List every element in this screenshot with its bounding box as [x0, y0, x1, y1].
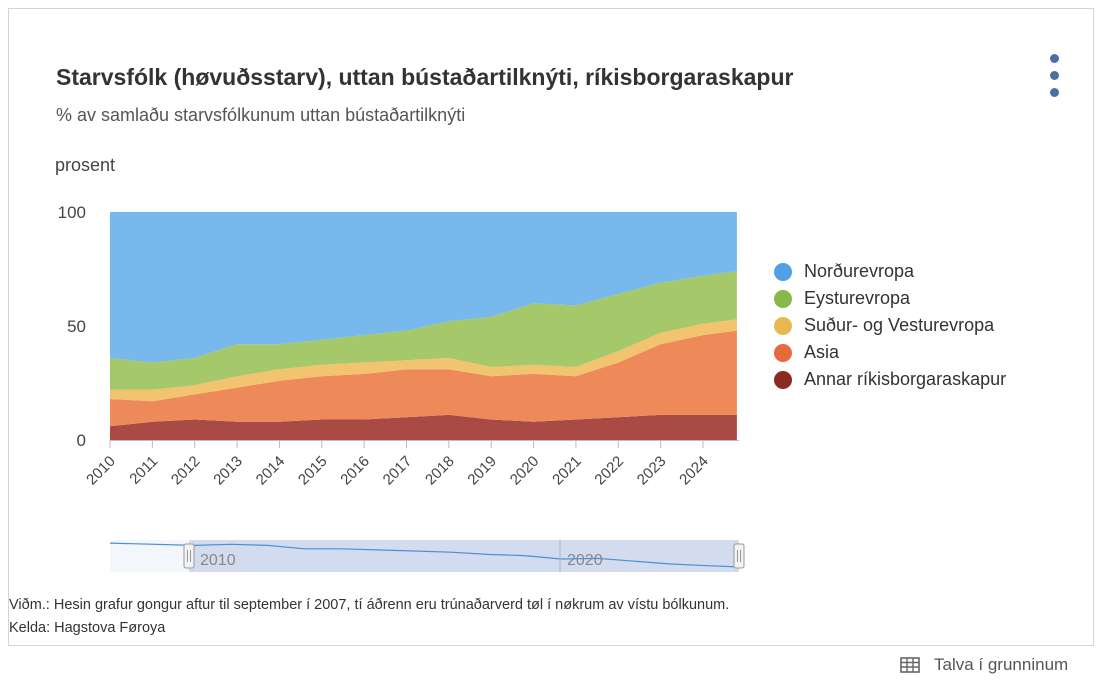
legend-label: Eysturevropa: [804, 288, 911, 308]
navigator-label-2010: 2010: [200, 552, 236, 569]
legend-label: Annar ríkisborgaraskapur: [804, 369, 1007, 389]
legend-marker: [774, 316, 792, 335]
x-tick-label: 2019: [464, 453, 500, 489]
x-tick-label: 2024: [676, 453, 712, 489]
y-tick-label: 0: [77, 431, 86, 450]
x-tick-label: 2023: [634, 453, 670, 489]
table-link-label: Talva í grunninum: [934, 655, 1069, 674]
x-tick-label: 2011: [126, 453, 161, 488]
area-series-annar-rikisborgaraskapur[interactable]: [110, 414, 737, 440]
more-vertical-icon[interactable]: [1044, 52, 1066, 102]
legend-label: Norðurevropa: [804, 261, 915, 281]
navigator-left-handle[interactable]: [183, 543, 195, 569]
legend-label: Asia: [804, 342, 840, 362]
y-axis-label: prosent: [55, 155, 116, 175]
x-tick-label: 2021: [549, 453, 585, 489]
area-series-group: [110, 212, 737, 440]
legend-marker: [774, 289, 792, 308]
chart-frame: [8, 8, 1094, 646]
x-tick-label: 2017: [380, 453, 416, 489]
area-series-sudur-og-vesturevropa[interactable]: [110, 319, 737, 402]
x-tick-label: 2010: [83, 453, 119, 489]
legend: Norðurevropa Eysturevropa Suður- og Vest…: [774, 258, 1006, 393]
navigator-selected-range[interactable]: [189, 540, 739, 572]
legend-marker: [774, 343, 792, 362]
x-tick-label: 2022: [591, 453, 627, 489]
legend-item-nordurevropa[interactable]: Norðurevropa: [774, 258, 1006, 285]
chart-subtitle: % av samlaðu starvsfólkunum uttan bústað…: [56, 105, 466, 125]
legend-item-asia[interactable]: Asia: [774, 339, 1006, 366]
x-tick-label: 2020: [507, 453, 543, 489]
table-link[interactable]: Talva í grunninum: [900, 655, 1068, 675]
area-series-eysturevropa[interactable]: [110, 271, 737, 390]
chart-source: Kelda: Hagstova Føroya: [9, 620, 166, 636]
x-tick-label: 2018: [422, 453, 458, 489]
area-series-asia[interactable]: [110, 330, 737, 427]
y-tick-label: 100: [58, 203, 86, 222]
legend-marker: [774, 262, 792, 281]
legend-item-annar[interactable]: Annar ríkisborgaraskapur: [774, 366, 1006, 393]
x-tick-label: 2014: [253, 453, 289, 489]
chart-title: Starvsfólk (høvuðsstarv), uttan bústaðar…: [56, 64, 794, 90]
range-navigator[interactable]: 2010 2020: [109, 540, 745, 572]
x-tick-label: 2016: [337, 453, 373, 489]
navigator-right-handle[interactable]: [733, 543, 745, 569]
area-series-nordurevropa[interactable]: [110, 212, 737, 363]
x-axis: 2010 2011 2012 2013 2014 2015 2016 2017 2018 2019…: [83, 440, 739, 488]
y-axis-ticks: 0 50 100: [58, 203, 86, 450]
navigator-series-line: [109, 542, 738, 568]
y-tick-label: 50: [67, 317, 86, 336]
table-icon: [900, 657, 920, 673]
legend-item-eysturevropa[interactable]: Eysturevropa: [774, 285, 1006, 312]
legend-label: Suður- og Vesturevropa: [804, 315, 995, 335]
x-tick-label: 2015: [295, 453, 331, 489]
x-tick-label: 2012: [168, 453, 204, 489]
chart-note: Viðm.: Hesin grafur gongur aftur til sep…: [9, 597, 730, 613]
legend-item-sudur-og-vesturevropa[interactable]: Suður- og Vesturevropa: [774, 312, 1006, 339]
x-tick-label: 2013: [210, 453, 246, 489]
navigator-label-2020: 2020: [567, 552, 603, 569]
legend-marker: [774, 370, 792, 389]
